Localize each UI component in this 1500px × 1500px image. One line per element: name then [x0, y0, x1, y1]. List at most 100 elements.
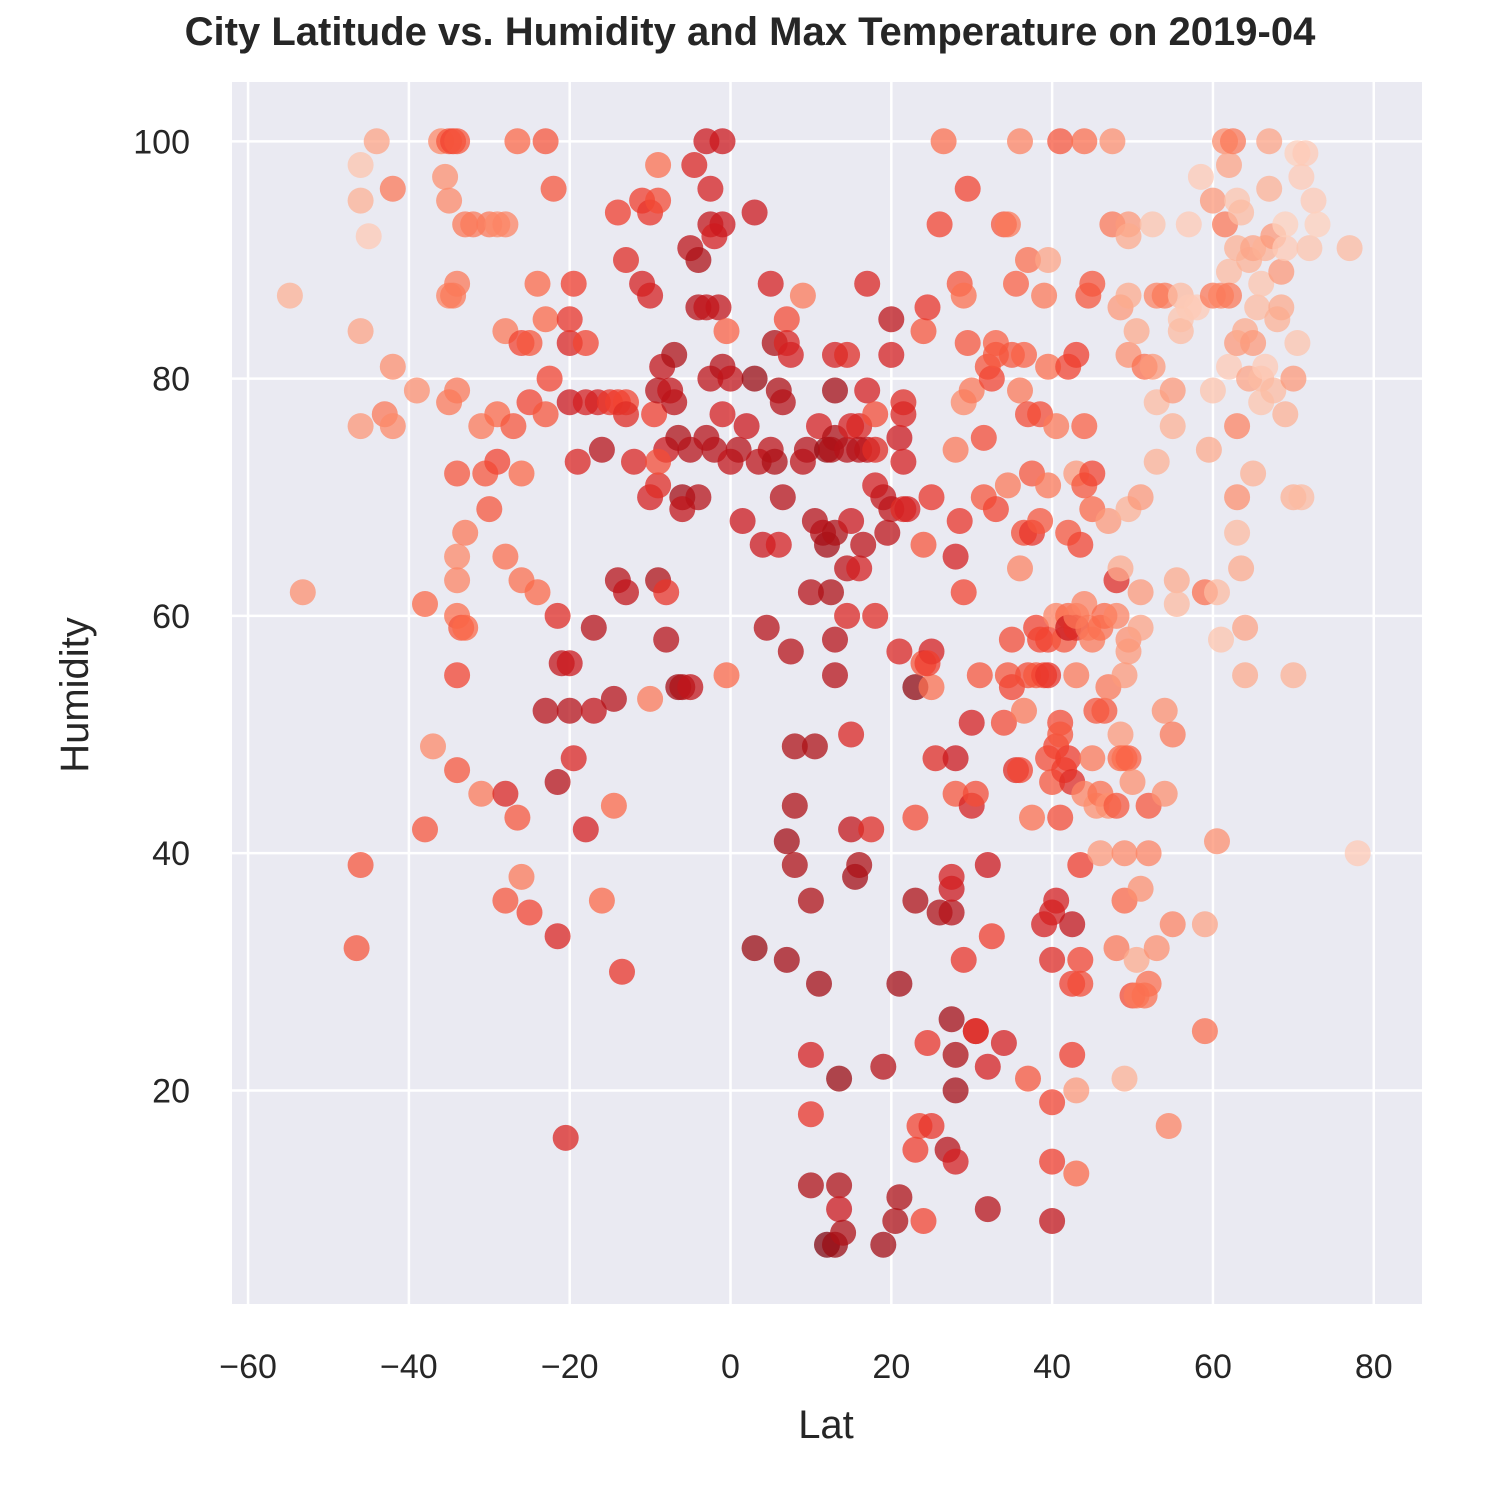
data-point: [1027, 508, 1054, 534]
data-point: [1035, 247, 1062, 273]
data-point: [910, 318, 937, 345]
data-point: [801, 733, 828, 760]
data-point: [1199, 377, 1226, 404]
data-point: [653, 626, 680, 653]
data-point: [420, 733, 446, 760]
data-point: [1139, 353, 1166, 380]
data-point: [990, 709, 1017, 736]
data-point: [436, 389, 463, 416]
data-point: [886, 424, 913, 451]
data-point: [1191, 1018, 1218, 1045]
data-point: [1107, 555, 1134, 582]
data-point: [862, 436, 889, 463]
data-point: [476, 496, 503, 523]
data-point: [532, 401, 559, 428]
data-point: [942, 436, 969, 463]
data-point: [536, 365, 563, 392]
data-point: [444, 757, 471, 784]
data-point: [1019, 804, 1045, 831]
data-point: [1292, 140, 1319, 167]
data-point: [1047, 128, 1074, 155]
x-tick-label: 0: [721, 1348, 740, 1386]
data-point: [797, 1172, 824, 1199]
data-point: [500, 413, 527, 440]
data-point: [1059, 911, 1086, 938]
x-tick-label: −40: [380, 1348, 438, 1386]
data-point: [532, 697, 559, 724]
data-point: [1187, 163, 1214, 190]
data-point: [379, 353, 406, 380]
data-point: [862, 602, 889, 629]
data-point: [532, 128, 559, 155]
x-tick-label: 40: [1033, 1348, 1071, 1386]
data-point: [1079, 745, 1106, 772]
data-point: [781, 852, 808, 878]
data-point: [1224, 413, 1251, 440]
data-point: [914, 650, 941, 677]
data-point: [444, 567, 471, 594]
data-point: [1095, 508, 1122, 534]
data-point: [826, 1065, 853, 1092]
data-point: [733, 413, 760, 440]
data-point: [1155, 1113, 1182, 1139]
data-point: [379, 175, 406, 202]
data-point: [838, 816, 865, 843]
x-tick-label: 60: [1194, 1348, 1232, 1386]
data-point: [685, 484, 712, 511]
data-point: [452, 519, 479, 546]
x-tick-labels: −60 −40 −20 0 20 40 60 80: [219, 1348, 1392, 1386]
data-point: [681, 152, 708, 178]
data-point: [363, 128, 390, 155]
data-point: [717, 365, 744, 392]
data-point: [1063, 662, 1090, 689]
data-point: [1011, 341, 1037, 368]
data-point: [902, 804, 929, 831]
data-point: [1159, 911, 1186, 938]
data-point: [289, 579, 316, 606]
data-point: [954, 175, 981, 202]
data-point: [1280, 662, 1307, 689]
data-point: [1111, 840, 1138, 867]
data-point: [609, 958, 635, 985]
data-point: [838, 721, 865, 748]
data-point: [1159, 413, 1186, 440]
data-point: [838, 508, 865, 534]
data-point: [910, 1208, 937, 1234]
data-point: [974, 1053, 1001, 1080]
data-point: [621, 448, 647, 475]
data-point: [677, 674, 704, 701]
data-point: [858, 816, 885, 843]
data-point: [1047, 804, 1074, 831]
data-point: [1163, 591, 1190, 617]
data-point: [914, 294, 941, 321]
data-point: [870, 1053, 897, 1080]
data-point: [1288, 163, 1315, 190]
y-axis-label: Humidity: [53, 617, 97, 773]
data-point: [958, 709, 985, 736]
data-point: [1107, 721, 1134, 748]
data-point: [713, 662, 740, 689]
data-point: [1067, 852, 1094, 878]
data-point: [1063, 341, 1090, 368]
data-point: [1139, 211, 1166, 238]
data-point: [604, 199, 631, 226]
data-point: [1208, 626, 1234, 653]
data-point: [1204, 828, 1230, 855]
data-point: [504, 804, 531, 831]
data-point: [645, 152, 672, 178]
data-point: [978, 923, 1005, 950]
data-point: [970, 424, 997, 451]
data-point: [1039, 1089, 1066, 1116]
data-point: [725, 436, 752, 463]
data-point: [1123, 946, 1150, 973]
data-point: [797, 1041, 824, 1068]
data-point: [468, 780, 495, 807]
data-point: [1135, 840, 1162, 867]
data-point: [1272, 235, 1299, 262]
data-point: [564, 448, 591, 475]
data-point: [713, 318, 740, 345]
data-point: [1224, 519, 1251, 546]
data-point: [709, 128, 736, 155]
data-point: [1216, 258, 1242, 285]
